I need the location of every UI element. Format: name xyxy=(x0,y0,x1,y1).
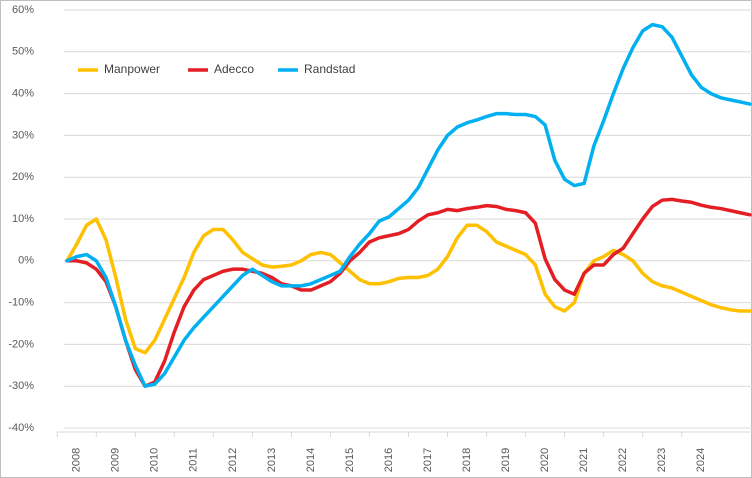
y-tick-label: 20% xyxy=(12,171,34,183)
x-tick-label: 2012 xyxy=(227,448,239,472)
x-tick-label: 2009 xyxy=(110,448,122,472)
y-tick-label: 40% xyxy=(12,88,34,100)
legend-label: Manpower xyxy=(104,62,160,76)
x-tick-label: 2017 xyxy=(422,448,434,472)
x-tick-label: 2010 xyxy=(149,448,161,472)
x-tick-label: 2019 xyxy=(500,448,512,472)
legend: Manpower Adecco Randstad xyxy=(78,62,355,76)
y-tick-label: 30% xyxy=(12,129,34,141)
x-tick-label: 2013 xyxy=(266,448,278,472)
x-tick-label: 2018 xyxy=(461,448,473,472)
x-tick-label: 2015 xyxy=(344,448,356,472)
y-tick-label: -30% xyxy=(8,380,34,392)
series-line xyxy=(65,22,752,388)
x-tick-label: 2024 xyxy=(695,448,707,472)
x-tick-label: 2020 xyxy=(539,448,551,472)
x-tick-label: 2022 xyxy=(617,448,629,472)
y-tick-label: -10% xyxy=(8,297,34,309)
x-tick-label: 2021 xyxy=(578,448,590,472)
y-tick-label: 50% xyxy=(12,46,34,58)
x-tick-label: 2023 xyxy=(656,448,668,472)
legend-label: Randstad xyxy=(304,62,355,76)
x-tick-label: 2016 xyxy=(383,448,395,472)
legend-label: Adecco xyxy=(214,62,254,76)
y-tick-label: 10% xyxy=(12,213,34,225)
y-tick-label: 0% xyxy=(18,255,34,267)
x-tick-label: 2011 xyxy=(188,448,200,472)
y-tick-label: 60% xyxy=(12,4,34,16)
y-tick-label: -20% xyxy=(8,338,34,350)
x-tick-label: 2014 xyxy=(305,448,317,472)
y-tick-label: -40% xyxy=(8,422,34,434)
x-tick-label: 2008 xyxy=(71,448,83,472)
series-line xyxy=(65,217,752,355)
series-line xyxy=(65,197,752,388)
